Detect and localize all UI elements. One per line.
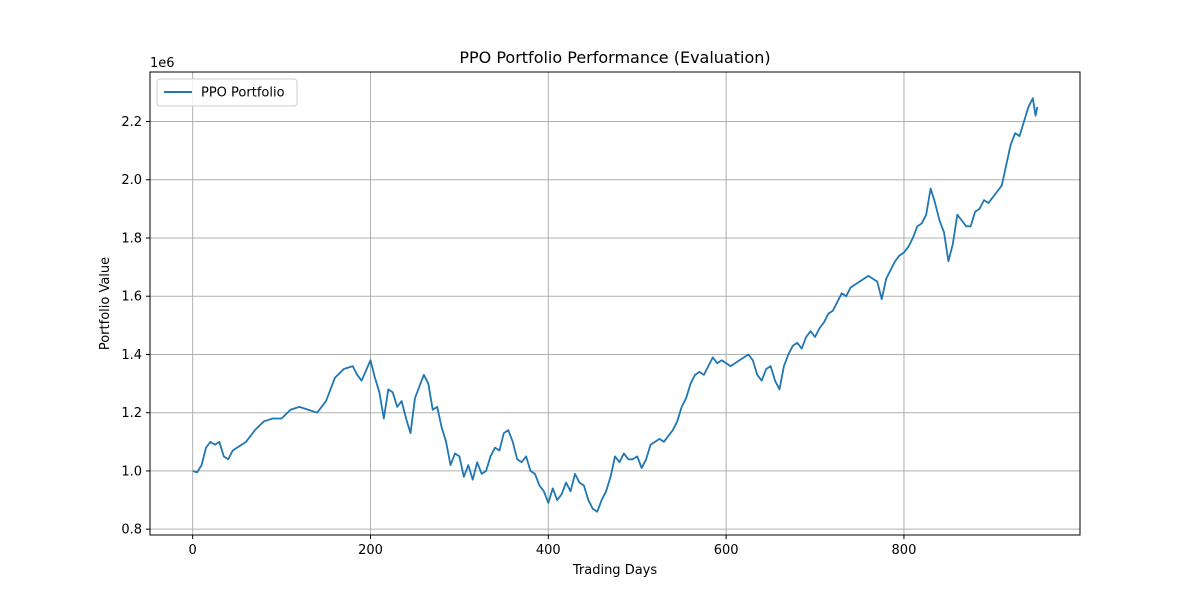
- x-tick-label: 600: [714, 543, 739, 558]
- y-tick-label: 1.0: [121, 464, 142, 479]
- y-tick-label: 0.8: [121, 523, 142, 538]
- y-tick-label: 2.0: [121, 173, 142, 188]
- series-layer: [192, 97, 1039, 513]
- x-tick-label: 0: [189, 543, 197, 558]
- y-tick-label: 1.2: [121, 406, 142, 421]
- grid: [150, 72, 1080, 535]
- y-tick-label: 1.4: [121, 348, 142, 363]
- x-tick-label: 400: [536, 543, 561, 558]
- plot-frame: [149, 71, 1081, 536]
- legend: PPO Portfolio: [156, 78, 298, 107]
- x-axis: 0 200 400 600 800: [189, 535, 917, 558]
- y-tick-label: 1.6: [121, 290, 142, 305]
- legend-box: [156, 78, 298, 107]
- y-tick-label: 1.8: [121, 231, 142, 246]
- x-axis-label: Trading Days: [572, 563, 657, 578]
- series-line: [192, 97, 1039, 513]
- x-tick-label: 800: [892, 543, 917, 558]
- y-axis: 0.8 1.0 1.2 1.4 1.6 1.8 2.0 2.2: [121, 115, 150, 538]
- chart-title: PPO Portfolio Performance (Evaluation): [459, 48, 770, 67]
- y-axis-label: Portfolio Value: [98, 257, 113, 350]
- legend-entry-label: PPO Portfolio: [201, 86, 285, 101]
- y-tick-label: 2.2: [121, 115, 142, 130]
- plot-area: [150, 72, 1080, 535]
- x-tick-label: 200: [358, 543, 383, 558]
- y-axis-offset-label: 1e6: [150, 56, 175, 71]
